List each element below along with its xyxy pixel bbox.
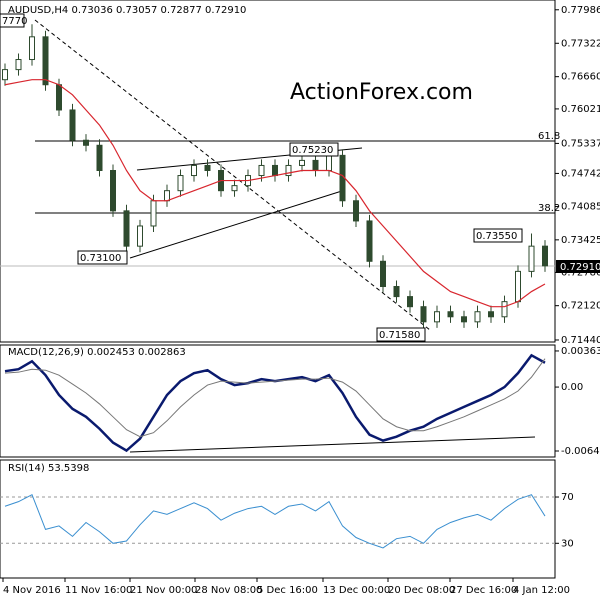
- candle-body: [501, 301, 508, 318]
- candle-body: [123, 210, 130, 247]
- moving-average: [4, 79, 546, 308]
- candle-body: [272, 164, 278, 177]
- annotation-box: [289, 142, 339, 157]
- candle-body: [515, 270, 521, 303]
- rsi-panel: [0, 459, 556, 579]
- candle-body: [380, 260, 386, 288]
- candle-body: [393, 286, 400, 298]
- series-line: [4, 358, 546, 438]
- candle-body: [488, 311, 494, 318]
- price-title: AUDUSD,H4 0.73036 0.73057 0.72877 0.7291…: [8, 5, 246, 16]
- candle-body: [407, 296, 413, 308]
- candle-body: [434, 311, 440, 323]
- candle-body: [285, 164, 292, 177]
- candle-body: [299, 159, 305, 166]
- y-tick-label: 30: [561, 538, 574, 549]
- candle-body: [542, 245, 548, 267]
- y-tick-label: 0.00: [561, 382, 583, 393]
- candle-body: [110, 169, 116, 212]
- current-price-label: 0.72910: [560, 262, 600, 273]
- trend-line: [34, 19, 431, 331]
- candle-body: [96, 144, 103, 171]
- candle-body: [137, 225, 143, 247]
- candle-body: [164, 190, 170, 202]
- candle-body: [15, 59, 22, 71]
- candle-body: [29, 36, 35, 61]
- candle-body: [326, 154, 332, 171]
- candle-body: [69, 109, 76, 141]
- x-tick-label: 21 Nov 00:00: [130, 585, 197, 596]
- candle-body: [204, 164, 211, 171]
- candle-body: [353, 200, 359, 222]
- x-tick-label: 11 Nov 16:00: [65, 585, 132, 596]
- candle-body: [258, 164, 265, 177]
- y-tick-label: 0.77986: [561, 5, 600, 16]
- candle-body: [474, 311, 481, 323]
- annotation-box: [0, 13, 25, 28]
- candle-body: [150, 200, 157, 227]
- x-tick-label: 13 Dec 00:00: [323, 585, 390, 596]
- annotation-box: [473, 228, 523, 243]
- candle-body: [461, 316, 467, 323]
- y-tick-label: 0.76660: [561, 72, 600, 83]
- current-price-box: [556, 260, 600, 273]
- price-panel: [0, 0, 556, 343]
- trend-line: [129, 436, 536, 453]
- y-tick-label: 0.77322: [561, 38, 600, 49]
- series-line: [4, 353, 546, 453]
- candle-body: [83, 139, 89, 146]
- macd-title: MACD(12,26,9) 0.002453 0.002863: [8, 347, 186, 358]
- y-tick-label: 0.72120: [561, 301, 600, 312]
- y-tick-label: 0.74742: [561, 168, 600, 179]
- y-tick-label: -0.006446: [561, 446, 600, 457]
- annotation: 0.73100: [80, 253, 121, 264]
- x-tick-label: 4 Jan 12:00: [513, 585, 570, 596]
- y-tick-label: 0.73425: [561, 235, 600, 246]
- candle-body: [447, 311, 454, 318]
- candle-body: [42, 36, 49, 86]
- x-tick-label: 28 Nov 08:00: [195, 585, 262, 596]
- rsi-title: RSI(14) 53.5398: [8, 463, 89, 474]
- candle-body: [420, 306, 427, 323]
- annotation-box: [376, 327, 426, 342]
- macd-panel: [0, 344, 556, 458]
- y-tick-label: 0.74085: [561, 202, 600, 213]
- fib-label: 61.8: [538, 131, 560, 142]
- watermark: ActionForex.com: [290, 80, 473, 105]
- candle-body: [231, 185, 238, 192]
- x-tick-label: 27 Dec 16:00: [450, 585, 517, 596]
- trend-line: [129, 189, 346, 259]
- annotation: 0.73550: [476, 231, 517, 242]
- y-tick-label: 0.71440: [561, 335, 600, 346]
- y-tick-label: 0.75337: [561, 138, 600, 149]
- x-tick-label: 20 Dec 08:00: [388, 585, 455, 596]
- candle-body: [56, 84, 62, 111]
- annotation-box: [77, 250, 128, 265]
- y-tick-label: 0.003639: [561, 346, 600, 357]
- x-tick-label: 5 Dec 16:00: [257, 585, 318, 596]
- annotation: 0.75230: [292, 145, 333, 156]
- candle-body: [528, 245, 535, 272]
- annotation: 7770: [2, 16, 27, 27]
- candle-body: [2, 69, 8, 81]
- y-tick-label: 70: [561, 492, 574, 503]
- series-line: [4, 494, 546, 549]
- annotation: 0.71580: [379, 330, 420, 341]
- fib-label: 38.2: [538, 203, 560, 214]
- candle-body: [191, 164, 197, 177]
- y-tick-label: 0.76021: [561, 104, 600, 115]
- candle-body: [366, 220, 373, 262]
- candle-body: [312, 159, 319, 171]
- candle-body: [177, 175, 184, 192]
- x-tick-label: 4 Nov 2016: [3, 585, 61, 596]
